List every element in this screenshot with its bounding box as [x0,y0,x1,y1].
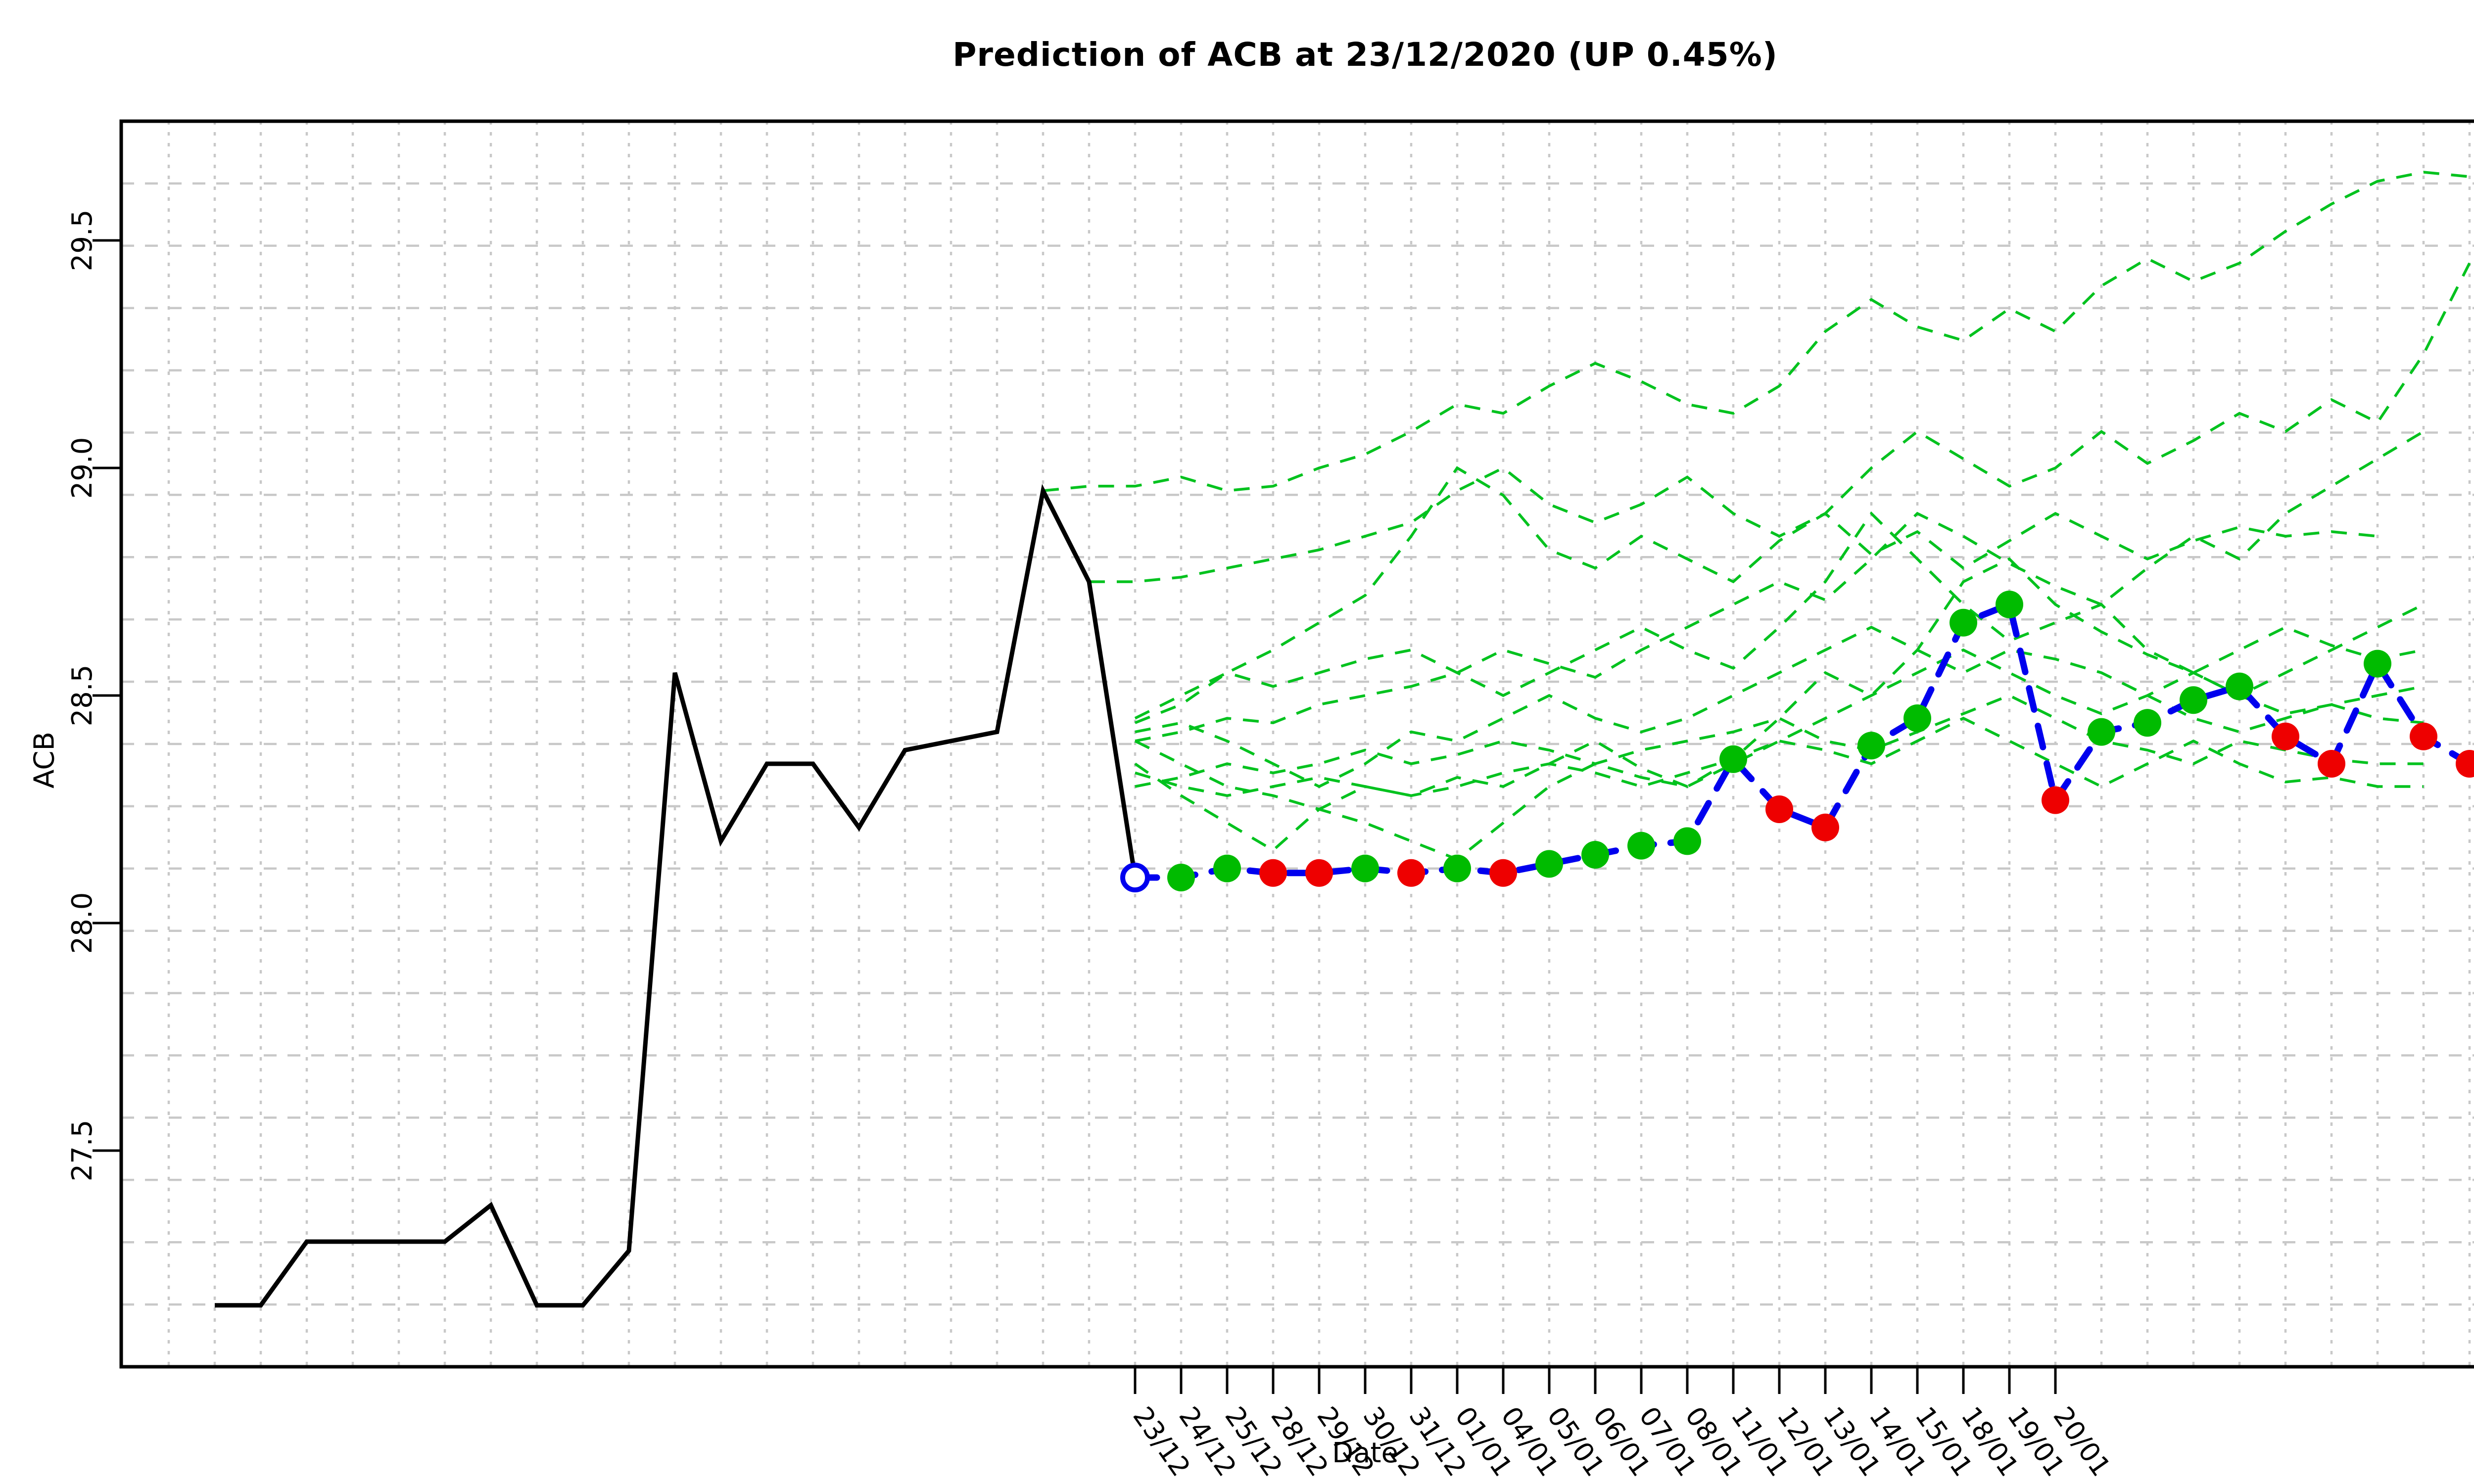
simulation-path-8 [1134,511,2425,720]
down-dot [1811,813,1839,841]
up-dot [1535,850,1563,878]
up-dot [1719,745,1747,773]
up-dot [1167,864,1195,891]
up-dot [1351,854,1379,882]
y-tick-label: 27.5 [66,1120,98,1182]
simulation-path-10 [1135,625,2424,788]
up-dot [1627,832,1655,860]
up-dot [1443,854,1471,882]
down-dot [2456,750,2474,778]
down-dot [1305,859,1333,887]
start-marker [1120,863,1150,892]
up-dot [2364,649,2391,678]
simulation-path-5 [1134,557,2424,852]
simulation-path-7 [1134,648,2424,861]
up-dot [1673,827,1701,855]
down-dot [1259,859,1287,887]
up-dot [1950,608,1977,637]
down-dot [2272,722,2299,750]
down-dot [2410,722,2437,750]
up-dot [2134,709,2161,737]
up-dot [2226,672,2253,700]
up-dot [1857,732,1885,760]
up-dot [2088,718,2115,746]
simulation-path-4 [1134,466,2378,724]
y-tick-label: 29.5 [66,210,98,272]
x-axis-title: Date [1332,1437,1398,1469]
up-dot [1996,591,2023,618]
down-dot [2042,786,2069,814]
simulation-path-1 [1043,171,2470,492]
y-axis-title: ACB [28,732,61,788]
up-dot [2180,686,2207,714]
y-tick-label: 28.0 [66,892,98,954]
y-tick-label: 28.5 [66,665,98,727]
y-tick-label: 29.0 [66,437,98,499]
down-dot [2318,750,2345,778]
up-dot [1213,854,1241,882]
up-dot [1581,841,1609,869]
simulation-path-9 [1135,716,2424,797]
down-dot [1397,859,1425,887]
chart-title: Prediction of ACB at 23/12/2020 (UP 0.45… [952,36,1778,74]
simulation-path-2 [1089,262,2471,583]
down-dot [1765,795,1793,823]
simulation-path-3 [1135,430,2425,742]
up-dot [1903,704,1931,732]
history-line [215,484,1138,1308]
down-dot [1489,859,1517,887]
